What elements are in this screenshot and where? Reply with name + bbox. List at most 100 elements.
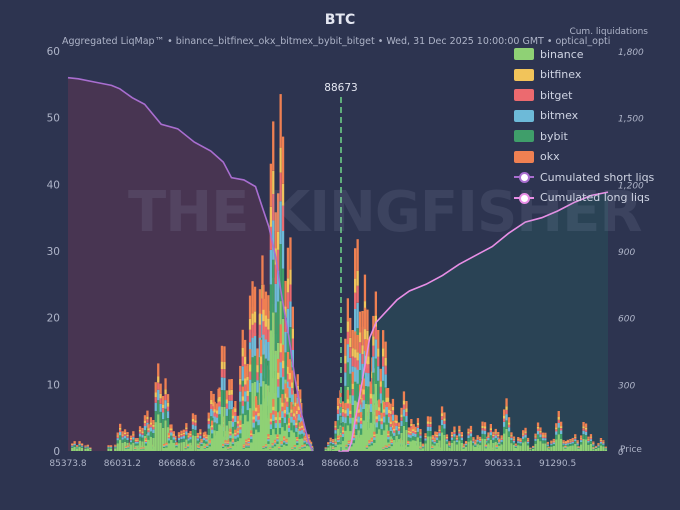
bar-segment-binance [177,443,181,451]
bar-segment-bitget [361,354,364,364]
bar-segment-bybit [500,441,503,445]
bar-segment-bitget [382,356,385,367]
bar-segment-bitfinex [354,349,357,358]
bar-segment-okx [247,438,250,440]
bar-segment-bitmex [362,400,365,409]
legend-swatch-bitget [514,89,534,102]
bar-segment-bitmex [211,429,214,434]
bar-segment-okx [309,441,313,444]
bar-segment-bitget [279,352,282,363]
bar-segment-bitfinex [286,366,290,374]
bar-segment-bitget [498,441,501,443]
bar-segment-bitmex [421,446,425,448]
bar-segment-bitmex [80,445,84,447]
legend-item-short-liqs[interactable]: Cumulated short liqs [514,167,654,188]
bar-segment-bitget [245,444,248,446]
bar-segment-okx [280,441,283,443]
bar-segment-binance [345,448,348,451]
bar-segment-okx [215,403,219,411]
bar-segment-bybit [375,427,378,434]
bar-segment-okx [228,379,231,390]
bar-segment-bitget [604,447,607,449]
bar-segment-bitmex [361,364,364,379]
bar-segment-bitfinex [264,445,268,446]
bar-segment-bitmex [582,430,585,435]
bar-segment-bitmex [597,445,600,447]
bar-segment-binance [227,449,230,451]
bar-segment-bybit [236,437,240,442]
bar-segment-bitget [244,384,247,392]
bar-segment-bybit [285,443,288,446]
bar-segment-bitfinex [476,437,479,439]
bar-segment-bybit [569,444,572,446]
legend-item-bitfinex[interactable]: bitfinex [514,65,654,86]
bar-segment-bitfinex [416,423,420,426]
bar-segment-bitmex [592,444,595,446]
bar-segment-okx [71,443,74,445]
bar-segment-bitget [294,406,297,411]
bar-segment-okx [364,339,368,356]
legend-item-bitmex[interactable]: bitmex [514,106,654,127]
bar-segment-bitfinex [252,416,255,420]
bar-segment-bitget [510,436,513,438]
legend-item-bitget[interactable]: bitget [514,85,654,106]
bar-segment-okx [379,368,382,382]
bar-segment-bybit [474,445,477,447]
bar-segment-binance [274,350,277,451]
bar-segment-bybit [365,447,369,449]
bar-segment-bitfinex [411,429,415,432]
legend-label: bitmex [540,109,579,123]
bar-segment-bitfinex [280,442,283,444]
bar-segment-bybit [284,352,287,380]
bar-segment-okx [514,443,517,445]
bar-segment-bitget [295,425,298,428]
bar-segment-bitget [86,446,89,447]
bar-segment-bitmex [536,431,540,435]
bar-segment-bitfinex [236,421,239,424]
legend-item-bybit[interactable]: bybit [514,126,654,147]
bar-segment-bitfinex [405,408,408,412]
bar-segment-bitget [162,408,165,413]
bar-segment-bybit [592,445,595,447]
bar-segment-bitmex [405,416,408,422]
bar-segment-binance [129,444,133,451]
bar-segment-binance [557,434,560,451]
bar-segment-bitget [274,419,277,424]
bar-segment-bybit [187,440,190,444]
bar-segment-bitfinex [404,446,407,447]
bar-segment-bybit [218,414,221,425]
bar-segment-bitfinex [196,435,199,437]
bar-segment-bitfinex [222,445,225,446]
bar-segment-bitget [191,421,195,425]
bar-segment-bitget [384,365,387,375]
bar-segment-bybit [298,434,301,439]
bar-segment-bybit [524,437,527,442]
bar-segment-bitmex [239,429,242,434]
bar-segment-binance [280,446,283,451]
bar-segment-bybit [541,440,545,444]
bar-segment-bitmex [236,434,240,438]
bar-segment-bitfinex [279,343,282,353]
bar-segment-binance [262,381,265,451]
bar-segment-bitget [426,423,430,427]
bar-segment-bitget [138,431,142,434]
bar-segment-okx [231,438,235,441]
bar-segment-okx [419,447,422,448]
bar-segment-bybit [165,446,168,448]
bar-segment-bitmex [346,408,349,416]
bar-segment-bitfinex [367,356,370,365]
bar-segment-bitfinex [419,447,422,449]
legend-item-long-liqs[interactable]: Cumulated long liqs [514,188,654,209]
bar-segment-okx [569,439,572,441]
bar-segment-bitget [365,446,369,448]
bar-segment-bitmex [370,441,373,444]
bar-segment-bitfinex [144,440,148,441]
legend-item-okx[interactable]: okx [514,147,654,168]
bar-segment-binance [344,430,347,451]
bar-segment-bitfinex [366,330,369,341]
bar-segment-okx [274,212,277,249]
bar-segment-bitfinex [550,442,553,443]
bar-segment-bitmex [272,414,275,421]
bar-segment-bybit [346,362,349,387]
legend-item-binance[interactable]: binance [514,44,654,65]
